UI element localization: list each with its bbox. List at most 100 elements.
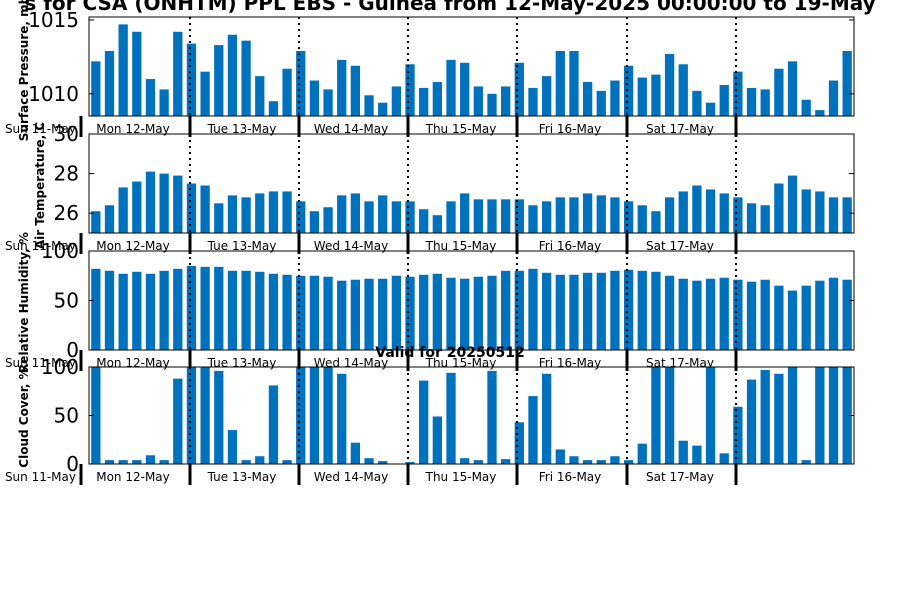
bar	[514, 422, 524, 464]
bar	[323, 89, 333, 116]
bar	[528, 396, 538, 464]
bar	[733, 71, 743, 116]
bar	[432, 273, 442, 350]
bar	[241, 270, 251, 350]
bar	[705, 367, 716, 464]
day-label: Thu 15-May	[425, 239, 497, 253]
bar	[582, 460, 593, 464]
bar	[733, 279, 743, 350]
bar	[596, 90, 606, 116]
bar	[446, 372, 456, 464]
bar	[364, 458, 374, 464]
bar	[364, 95, 374, 116]
bar	[651, 211, 661, 233]
bar	[828, 80, 839, 116]
bar	[555, 274, 565, 350]
bar	[200, 367, 210, 464]
bar	[842, 50, 852, 116]
bar	[678, 440, 688, 464]
day-label: Fri 16-May	[539, 122, 602, 136]
bar	[473, 460, 483, 464]
bar	[255, 193, 265, 233]
bar	[460, 458, 470, 464]
bar	[610, 270, 620, 350]
bar	[514, 270, 524, 350]
bar	[227, 195, 238, 233]
bar	[173, 31, 183, 117]
bar	[664, 53, 675, 116]
bar	[419, 209, 429, 233]
y-tick-label: 100	[41, 239, 79, 263]
bar	[337, 280, 347, 350]
day-label: Mon 12-May	[96, 470, 170, 484]
bar	[705, 278, 716, 350]
bar	[774, 183, 784, 233]
bar	[241, 197, 251, 233]
bar	[145, 171, 156, 233]
y-axis-label: Surface Pressure, mb	[17, 0, 31, 141]
bar	[842, 367, 852, 464]
bar	[651, 367, 661, 464]
bar	[378, 195, 388, 233]
bar	[104, 50, 115, 116]
bar	[419, 380, 429, 464]
bar	[815, 191, 825, 233]
bar	[828, 277, 839, 350]
day-label: Sun 11-May	[5, 239, 76, 253]
bar	[378, 461, 388, 464]
y-axis-label: Air Temperature, C	[33, 122, 47, 250]
bar	[746, 379, 757, 464]
bar	[350, 279, 361, 350]
bar	[815, 367, 825, 464]
bar	[692, 280, 702, 350]
bar	[118, 187, 128, 233]
bar	[733, 406, 743, 464]
bar	[350, 442, 361, 464]
bar	[623, 460, 634, 464]
day-label: Thu 15-May	[425, 122, 497, 136]
bar	[186, 183, 197, 233]
day-label: Tue 13-May	[207, 122, 277, 136]
bar	[268, 191, 279, 233]
bar	[186, 367, 197, 464]
bar	[268, 101, 279, 116]
bar	[104, 270, 115, 350]
day-label: Fri 16-May	[539, 239, 602, 253]
bar	[610, 456, 620, 464]
bar	[91, 61, 101, 116]
bar	[719, 84, 729, 116]
bar	[227, 34, 238, 117]
bar	[145, 455, 156, 464]
bar	[173, 378, 183, 464]
bar	[159, 89, 169, 116]
day-label: Thu 15-May	[425, 470, 497, 484]
bar	[719, 193, 729, 233]
bar	[582, 272, 593, 350]
bar	[132, 181, 142, 233]
bar	[678, 278, 688, 350]
bar	[337, 59, 347, 116]
bar	[173, 268, 183, 350]
y-tick-label: 100	[41, 355, 79, 379]
bar	[282, 460, 292, 464]
bar	[186, 43, 197, 116]
bar	[282, 274, 292, 350]
bar	[364, 201, 374, 233]
day-label: Mon 12-May	[96, 122, 170, 136]
bar	[309, 80, 320, 116]
bar	[296, 275, 306, 350]
y-tick-label: 50	[54, 404, 79, 428]
bar	[596, 460, 606, 464]
bar	[787, 290, 798, 350]
bar	[787, 367, 798, 464]
bar	[405, 201, 415, 233]
y-tick-label: 0	[66, 452, 79, 476]
bar	[296, 50, 306, 116]
bar	[746, 281, 757, 350]
bar	[637, 443, 647, 464]
bar	[446, 59, 456, 116]
bar	[255, 76, 265, 116]
bar	[623, 65, 634, 116]
bar	[200, 185, 210, 233]
